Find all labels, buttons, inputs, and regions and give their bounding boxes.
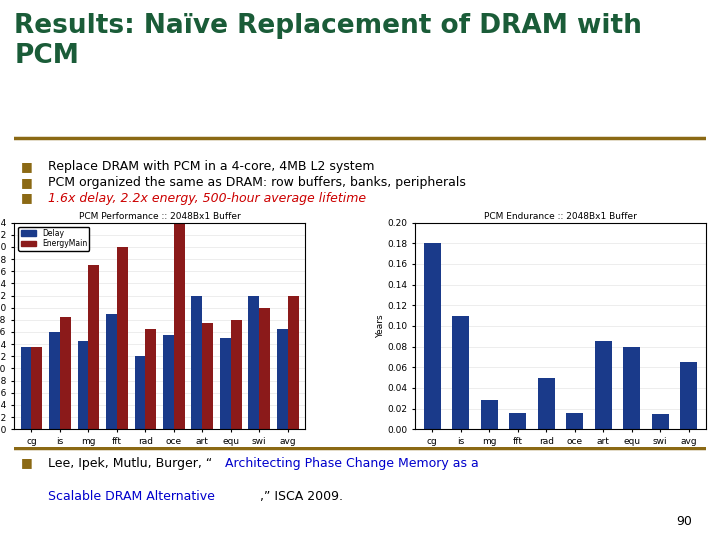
Bar — [106, 314, 117, 429]
Bar — [424, 244, 441, 429]
Bar — [192, 295, 202, 429]
Bar — [680, 362, 697, 429]
Title: PCM Performance :: 2048Bx1 Buffer: PCM Performance :: 2048Bx1 Buffer — [78, 212, 240, 220]
Bar — [220, 338, 231, 429]
Bar — [481, 400, 498, 429]
Bar — [89, 265, 99, 429]
Text: ■: ■ — [22, 176, 37, 189]
Text: Scalable DRAM Alternative: Scalable DRAM Alternative — [48, 490, 215, 503]
Text: Results: Naïve Replacement of DRAM with
PCM: Results: Naïve Replacement of DRAM with … — [14, 14, 642, 70]
Text: Architecting Phase Change Memory as a: Architecting Phase Change Memory as a — [225, 456, 479, 470]
Legend: Delay, EnergyMain: Delay, EnergyMain — [18, 226, 89, 251]
Bar — [174, 221, 184, 429]
Bar — [135, 356, 145, 429]
Bar — [117, 247, 127, 429]
Text: PCM organized the same as DRAM: row buffers, banks, peripherals: PCM organized the same as DRAM: row buff… — [48, 176, 465, 189]
Bar — [21, 347, 32, 429]
Bar — [259, 308, 270, 429]
Bar — [623, 347, 640, 429]
Bar — [509, 413, 526, 429]
Bar — [652, 414, 669, 429]
Bar — [566, 413, 583, 429]
Text: ,” ISCA 2009.: ,” ISCA 2009. — [260, 490, 343, 503]
Bar — [595, 341, 612, 429]
Text: Lee, Ipek, Mutlu, Burger, “: Lee, Ipek, Mutlu, Burger, “ — [48, 456, 212, 470]
Bar — [248, 295, 259, 429]
Bar — [231, 320, 242, 429]
Bar — [60, 317, 71, 429]
Bar — [202, 323, 213, 429]
Bar — [49, 332, 60, 429]
Bar — [452, 315, 469, 429]
Text: ■: ■ — [22, 192, 37, 205]
Text: ■: ■ — [22, 456, 37, 470]
Bar — [277, 329, 288, 429]
Bar — [32, 347, 42, 429]
Bar — [538, 377, 554, 429]
Title: PCM Endurance :: 2048Bx1 Buffer: PCM Endurance :: 2048Bx1 Buffer — [484, 212, 636, 220]
Text: 1.6x delay, 2.2x energy, 500-hour average lifetime: 1.6x delay, 2.2x energy, 500-hour averag… — [48, 192, 366, 205]
Text: ■: ■ — [22, 160, 37, 173]
Bar — [288, 295, 299, 429]
Bar — [163, 335, 174, 429]
Bar — [145, 329, 156, 429]
Text: 90: 90 — [676, 515, 692, 528]
Y-axis label: Years: Years — [376, 314, 384, 338]
Bar — [78, 341, 89, 429]
Text: Replace DRAM with PCM in a 4-core, 4MB L2 system: Replace DRAM with PCM in a 4-core, 4MB L… — [48, 160, 374, 173]
